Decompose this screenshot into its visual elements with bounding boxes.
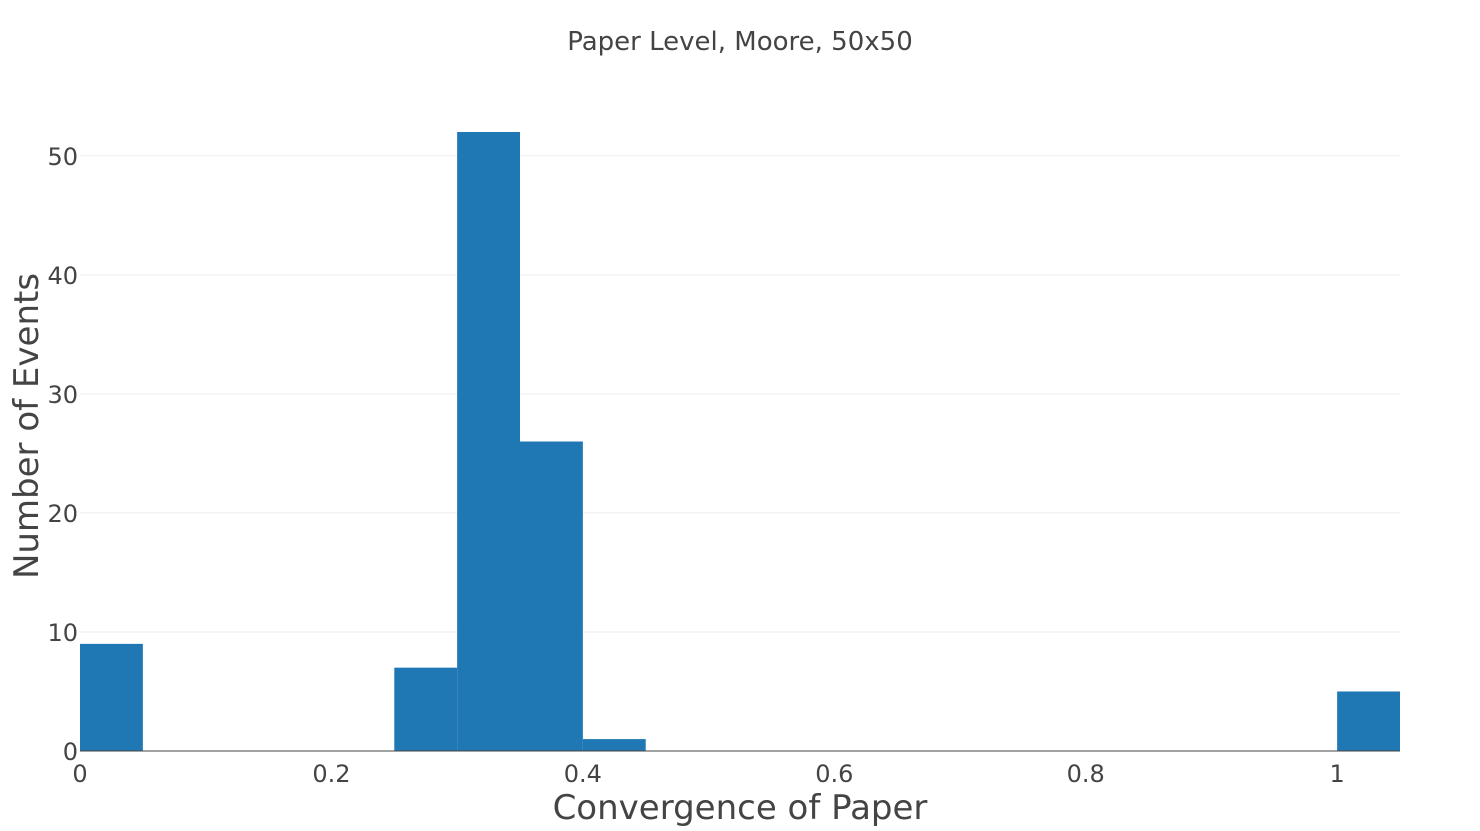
y-tick-label: 20 xyxy=(47,500,78,528)
y-tick-label: 50 xyxy=(47,143,78,171)
x-tick-label: 0.8 xyxy=(1067,760,1105,788)
y-tick-label: 0 xyxy=(63,738,78,766)
y-tick-label: 40 xyxy=(47,262,78,290)
chart-title: Paper Level, Moore, 50x50 xyxy=(567,27,913,57)
gridlines xyxy=(80,155,1400,633)
histogram-bar-5 xyxy=(582,739,646,751)
y-axis-ticks: 0 10 20 30 40 50 xyxy=(47,143,78,766)
x-tick-label: 0.2 xyxy=(312,760,350,788)
x-axis-ticks: 0 0.2 0.4 0.6 0.8 1 xyxy=(72,760,1344,788)
bars xyxy=(80,132,1400,751)
x-tick-label: 1 xyxy=(1330,760,1345,788)
y-axis-title: Number of Events xyxy=(7,273,47,579)
histogram-bar-3 xyxy=(457,132,520,751)
y-tick-label: 30 xyxy=(47,381,78,409)
x-tick-label: 0 xyxy=(72,760,87,788)
x-tick-label: 0.4 xyxy=(564,760,602,788)
y-tick-label: 10 xyxy=(47,619,78,647)
histogram-bar-1 xyxy=(80,643,143,751)
histogram-bar-6 xyxy=(1337,691,1400,751)
histogram-bar-2 xyxy=(394,667,458,751)
x-axis-title: Convergence of Paper xyxy=(553,788,928,828)
histogram-bar-4 xyxy=(520,441,583,751)
x-tick-label: 0.6 xyxy=(815,760,853,788)
